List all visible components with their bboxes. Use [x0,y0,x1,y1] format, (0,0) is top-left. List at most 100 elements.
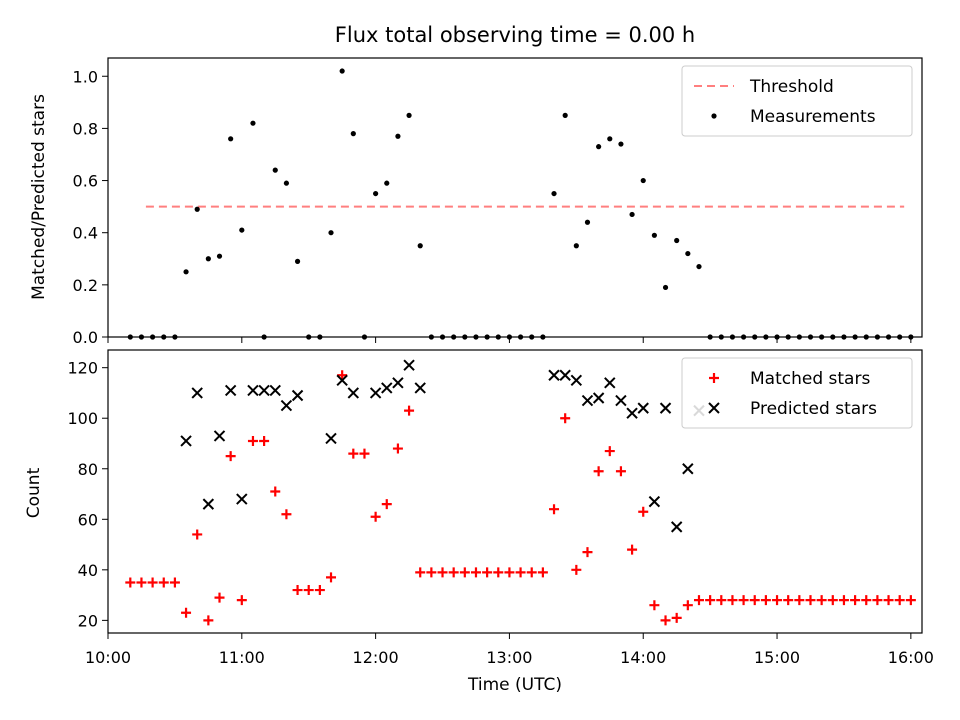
bottom-x-tick-label: 12:00 [353,648,399,667]
measurements-point [696,263,702,270]
matched-stars-point [303,585,314,596]
matched-stars-point [504,567,515,578]
predicted-stars-point [392,377,404,389]
measurements-point [618,141,624,147]
matched-stars-point [872,595,883,606]
predicted-stars-point [291,389,304,402]
matched-stars-point [838,595,849,606]
measurements-point [194,206,200,212]
matched-stars-point [894,595,905,606]
matched-stars-point [415,567,426,578]
predicted-stars-point [559,369,571,381]
bottom-y-tick-label: 120 [67,359,98,378]
bottom-y-tick-label: 80 [78,460,98,479]
predicted-stars-point [347,387,360,399]
matched-stars-point [693,595,704,606]
matched-stars-point [794,595,805,606]
predicted-stars-point [615,394,627,407]
predicted-stars-point [414,382,426,394]
matched-stars-point [147,577,158,588]
bottom-y-axis-label: Count [24,467,44,518]
matched-stars-point [181,607,192,618]
predicted-stars-point [626,407,638,419]
matched-stars-point [359,448,370,459]
matched-stars-point [247,435,258,446]
matched-stars-point [270,486,281,497]
measurements-point [417,243,423,249]
legend-predicted-stars-swatch [708,402,720,414]
top-y-tick-label: 0.6 [73,172,98,191]
matched-stars-point [883,595,894,606]
measurements-point [216,253,223,259]
matched-stars-point [493,567,504,578]
top-y-axis-label: Matched/Predicted stars [29,94,49,300]
matched-stars-point [537,567,548,578]
matched-stars-point [125,577,136,588]
matched-stars-point [615,466,626,477]
bottom-y-tick-label: 40 [78,561,98,580]
predicted-stars-point [659,402,672,414]
top-y-tick-label: 0.4 [73,224,98,243]
legend-measurements-label: Measurements [750,107,876,127]
predicted-stars-point [682,463,694,475]
matched-stars-point [515,567,526,578]
matched-stars-point [214,592,225,603]
predicted-stars-point [236,493,248,505]
measurements-point [283,180,290,186]
predicted-stars-point [280,399,293,412]
legend-measurements-swatch [711,113,717,119]
predicted-stars-point [670,521,683,533]
matched-stars-point [281,509,292,520]
predicted-stars-point [213,430,226,442]
matched-stars-point [426,567,437,578]
bottom-x-axis-label: Time (UTC) [467,675,562,695]
matched-stars-point [749,595,760,606]
predicted-stars-point [604,377,616,389]
predicted-stars-point [258,384,270,397]
matched-stars-point [593,466,604,477]
predicted-stars-point [637,402,649,414]
predicted-stars-point [325,432,337,445]
matched-stars-point [348,448,359,459]
top-y-tick-label: 0.8 [73,119,98,138]
measurements-point [584,219,591,225]
measurements-point [395,133,401,139]
measurements-point [629,211,635,218]
top-legend: Threshold Measurements [681,65,913,137]
predicted-stars-point [581,394,594,407]
matched-stars-point [827,595,838,606]
matched-stars-point [392,443,403,454]
matched-stars-point [727,595,738,606]
matched-stars-point [158,577,169,588]
legend-threshold-label: Threshold [749,77,834,97]
matched-stars-point [660,615,671,626]
matched-stars-point [716,595,727,606]
predicted-stars-point [403,359,415,371]
legend-matched-stars-label: Matched stars [750,369,870,389]
predicted-stars-point [180,435,192,447]
measurements-point [328,230,334,236]
matched-stars-point [682,600,693,611]
matched-stars-point [738,595,749,606]
measurements-point [339,68,345,74]
predicted-stars-point [592,392,605,404]
measurements-point [573,243,579,249]
matched-stars-point [337,370,348,381]
matched-stars-point [638,506,649,517]
bottom-x-tick-label: 15:00 [754,648,800,667]
matched-stars-point [805,595,816,606]
measurements-point [228,136,234,142]
predicted-stars-point [336,374,348,387]
matched-stars-point [459,567,470,578]
bottom-x-tick-label: 13:00 [486,648,532,667]
matched-stars-point [627,544,638,555]
top-axes-frame [107,57,923,338]
bottom-x-tick-label: 11:00 [219,648,265,667]
legend-predicted-stars-label: Predicted stars [750,399,877,419]
measurements-point [596,144,602,150]
measurements-point [562,112,568,118]
matched-stars-point [203,615,214,626]
predicted-stars-point [570,374,583,387]
matched-stars-point [236,595,247,606]
